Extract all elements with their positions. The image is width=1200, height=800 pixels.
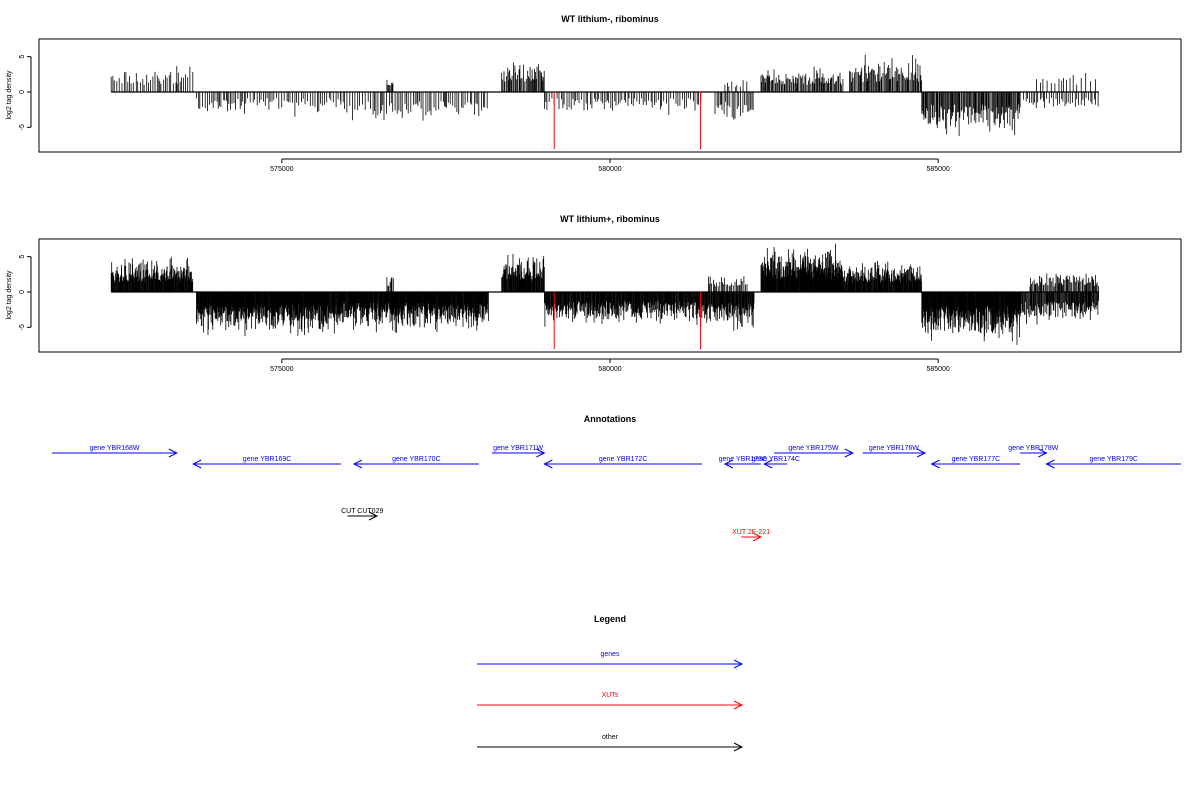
legend-label: other [602,734,619,741]
x-tick-label: 585000 [926,366,949,373]
x-tick-label: 585000 [926,166,949,173]
feature-arrow-head [368,511,379,521]
feature-arrow-head [1045,459,1055,469]
red-markers [553,91,702,150]
feature-gene: gene YBR176W [862,445,927,458]
feature-gene: gene YBR175W [774,445,854,458]
coverage-panel-lithium-plus: WT lithium+, ribominus log2 tag density … [6,214,1182,373]
legend-label: XUTs [602,692,619,699]
feature-arrow-head [1038,448,1048,458]
feature-label: gene YBR169C [243,456,292,463]
y-tick-label: 0 [19,90,26,94]
feature-gene: gene YBR174C [751,456,800,469]
feature-arrow-head [723,459,734,469]
legend-item-gene: genes [477,651,744,669]
legend: Legend genes XUTs other [477,614,744,752]
feature-arrow-head [733,700,744,710]
y-tick-label: -5 [19,324,26,330]
feature-arrow-head [168,448,178,458]
feature-gene: gene YBR178W [1008,445,1059,458]
x-tick-label: 575000 [270,166,293,173]
feature-label: gene YBR168W [89,445,139,452]
x-tick-label: 580000 [598,366,621,373]
feature-label: XUT 2F-221 [732,529,770,536]
feature-arrow-head [916,448,927,458]
plot-frame [38,238,1182,353]
feature-gene: gene YBR170C [352,456,479,469]
coverage-panel-lithium-minus: WT lithium-, ribominus log2 tag density … [6,14,1182,173]
feature-arrow-head [763,459,773,469]
y-axis-label: log2 tag density [6,70,13,120]
feature-arrow-head [543,459,553,469]
feature-arrow-head [192,459,202,469]
y-tick-label: 5 [19,255,26,259]
feature-label: gene YBR175W [788,445,838,452]
feature-label: gene YBR174C [751,456,800,463]
feature-arrow-head [930,459,940,469]
feature-arrow-head [733,659,744,669]
feature-gene: gene YBR177C [930,456,1021,469]
feature-label: gene YBR177C [952,456,1001,463]
feature-label: gene YBR176W [869,445,919,452]
feature-gene: gene YBR168W [52,445,178,458]
feature-arrow-head [352,459,363,469]
feature-label: CUT CUT029 [341,508,383,515]
feature-gene: gene YBR171W [491,445,546,458]
y-axis-label: log2 tag density [6,270,13,320]
feature-label: gene YBR178W [1008,445,1058,452]
feature-gene: gene YBR169C [192,456,341,469]
feature-label: gene YBR172C [599,456,648,463]
plot-frame [38,38,1182,153]
axes: -5 0 5 575000 580000 585000 [19,255,950,373]
feature-label: gene YBR179C [1089,456,1138,463]
y-tick-label: 0 [19,290,26,294]
feature-gene: gene YBR179C [1045,456,1181,469]
feature-arrow-head [733,742,744,752]
axes: -5 0 5 575000 580000 585000 [19,55,950,173]
panel-title: WT lithium-, ribominus [561,14,659,24]
legend-item-xut: XUTs [477,692,744,710]
legend-title: Legend [594,614,626,624]
y-tick-label: 5 [19,55,26,59]
coverage-bars [110,54,1099,136]
feature-gene: gene YBR172C [543,456,702,469]
legend-item-other: other [477,734,744,752]
y-tick-label: -5 [19,124,26,130]
feature-arrow-head [536,448,546,458]
feature-label: gene YBR171W [493,445,543,452]
legend-items: genes XUTs other [477,651,744,752]
feature-gene: gene YBR173C [719,456,768,469]
x-tick-label: 575000 [270,366,293,373]
red-markers [553,291,702,350]
feature-arrow-head [752,532,763,542]
feature-label: gene YBR173C [719,456,768,463]
feature-other: CUT CUT029 [341,508,383,521]
feature-arrows: gene YBR168W gene YBR169C gene YBR170C gene… [52,445,1181,542]
annotations-title: Annotations [584,414,637,424]
feature-label: gene YBR170C [392,456,441,463]
legend-label: genes [600,651,620,658]
feature-arrow-head [844,448,854,458]
coverage-bars [110,243,1099,345]
feature-xut: XUT 2F-221 [732,529,770,542]
x-tick-label: 580000 [598,166,621,173]
panel-title: WT lithium+, ribominus [560,214,660,224]
